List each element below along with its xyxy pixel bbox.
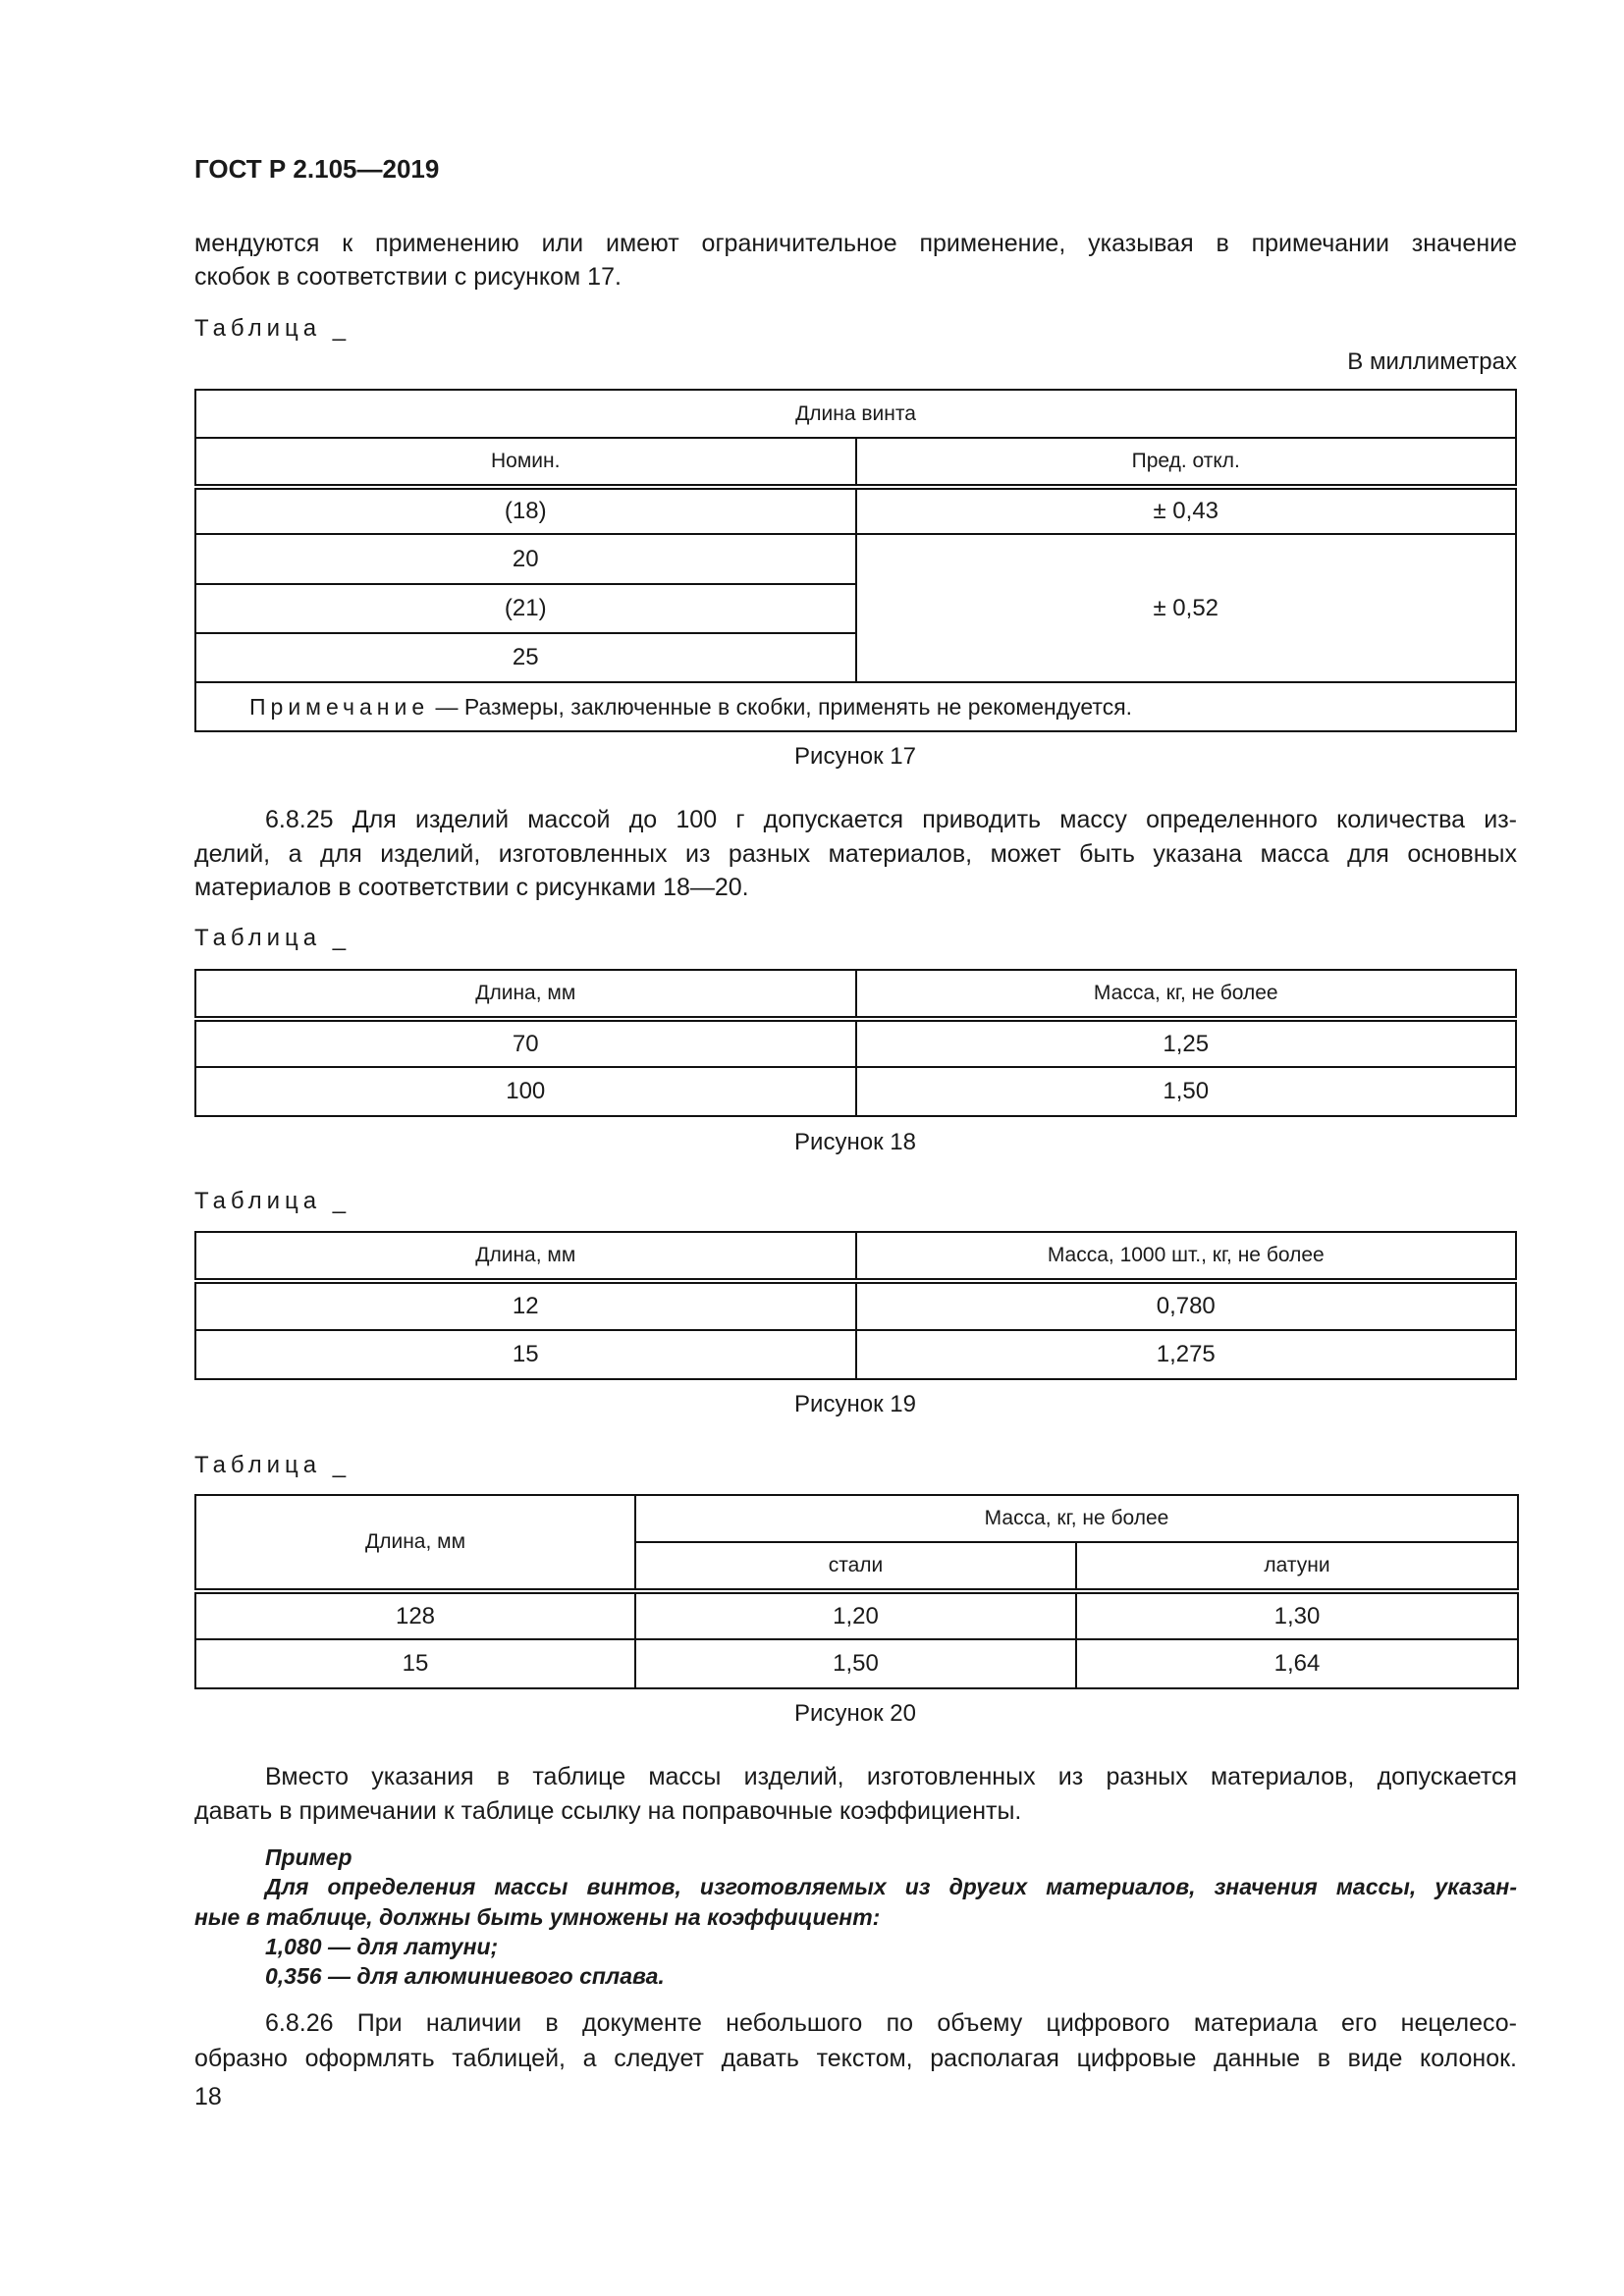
group-header: Длина винта bbox=[194, 389, 1517, 439]
table-label: Таблица _ bbox=[194, 1452, 352, 1478]
document-header: ГОСТ Р 2.105—2019 bbox=[194, 154, 440, 184]
example-line: ные в таблице, должны быть умножены на к… bbox=[194, 1904, 881, 1930]
table-cell: ± 0,43 bbox=[854, 486, 1517, 535]
group-header: Масса, кг, не более bbox=[634, 1494, 1519, 1543]
column-header: стали bbox=[634, 1541, 1077, 1594]
paragraph-line: делий, а для изделий, изготовленных из р… bbox=[194, 840, 1517, 868]
column-header: латуни bbox=[1075, 1541, 1519, 1594]
figure-caption: Рисунок 17 bbox=[794, 743, 916, 770]
table-cell: 1,64 bbox=[1075, 1638, 1519, 1689]
example-line: 0,356 — для алюминиевого сплава. bbox=[265, 1963, 665, 1989]
figure-caption: Рисунок 18 bbox=[794, 1129, 916, 1155]
table-figure-19: Длина, мм Масса, 1000 шт., кг, не более … bbox=[194, 1231, 1517, 1380]
example-line: 1,080 — для латуни; bbox=[265, 1934, 499, 1959]
paragraph-line: 6.8.26 При наличии в документе небольшог… bbox=[265, 2009, 1517, 2037]
table-cell: 20 bbox=[194, 533, 857, 585]
table-figure-20: Длина, мм Масса, кг, не более стали лату… bbox=[194, 1494, 1519, 1689]
table-note: Примечание — Размеры, заключенные в скоб… bbox=[194, 681, 1517, 732]
column-header: Масса, кг, не более bbox=[854, 969, 1517, 1022]
table-cell: (21) bbox=[194, 583, 857, 634]
paragraph-line: давать в примечании к таблице ссылку на … bbox=[194, 1797, 1022, 1825]
note-text: — Размеры, заключенные в скобки, применя… bbox=[429, 693, 1133, 720]
table-cell: 1,30 bbox=[1075, 1590, 1519, 1640]
table-cell: 1,25 bbox=[854, 1018, 1517, 1068]
column-header: Длина, мм bbox=[194, 1494, 636, 1594]
table-cell: 70 bbox=[194, 1018, 857, 1068]
note-label: Примечание bbox=[249, 693, 430, 720]
paragraph-line: 6.8.25 Для изделий массой до 100 г допус… bbox=[265, 806, 1517, 833]
table-cell: 128 bbox=[194, 1590, 636, 1640]
paragraph-line: материалов в соответствии с рисунками 18… bbox=[194, 874, 749, 901]
paragraph-line: образно оформлять таблицей, а следует да… bbox=[194, 2045, 1517, 2072]
column-header: Длина, мм bbox=[194, 969, 857, 1022]
table-label: Таблица _ bbox=[194, 925, 352, 951]
column-header: Длина, мм bbox=[194, 1231, 857, 1284]
column-header: Пред. откл. bbox=[854, 437, 1517, 490]
figure-caption: Рисунок 19 bbox=[794, 1391, 916, 1417]
units-note: В миллиметрах bbox=[1347, 348, 1517, 375]
table-cell: 0,780 bbox=[854, 1280, 1517, 1331]
example-line: Для определения массы винтов, изготовляе… bbox=[265, 1874, 1517, 1899]
table-cell: ± 0,52 bbox=[854, 533, 1517, 683]
table-cell: 1,50 bbox=[854, 1066, 1517, 1117]
table-label: Таблица _ bbox=[194, 1188, 352, 1214]
table-cell: 1,275 bbox=[854, 1329, 1517, 1380]
table-label: Таблица _ bbox=[194, 315, 352, 342]
table-cell: 15 bbox=[194, 1329, 857, 1380]
column-header: Масса, 1000 шт., кг, не более bbox=[854, 1231, 1517, 1284]
table-cell: 15 bbox=[194, 1638, 636, 1689]
table-cell: 12 bbox=[194, 1280, 857, 1331]
column-header: Номин. bbox=[194, 437, 857, 490]
paragraph-line: Вместо указания в таблице массы изделий,… bbox=[265, 1763, 1517, 1790]
table-cell: 1,20 bbox=[634, 1590, 1077, 1640]
table-cell: 1,50 bbox=[634, 1638, 1077, 1689]
example-title: Пример bbox=[265, 1844, 352, 1870]
table-cell: (18) bbox=[194, 486, 857, 535]
table-cell: 25 bbox=[194, 632, 857, 683]
paragraph-line: мендуются к применению или имеют огранич… bbox=[194, 230, 1517, 257]
table-cell: 100 bbox=[194, 1066, 857, 1117]
table-figure-17: Длина винта Номин. Пред. откл. (18) ± 0,… bbox=[194, 389, 1517, 732]
page-number: 18 bbox=[194, 2083, 222, 2110]
paragraph-line: скобок в соответствии с рисунком 17. bbox=[194, 263, 622, 291]
figure-caption: Рисунок 20 bbox=[794, 1700, 916, 1727]
table-figure-18: Длина, мм Масса, кг, не более 70 1,25 10… bbox=[194, 969, 1517, 1117]
